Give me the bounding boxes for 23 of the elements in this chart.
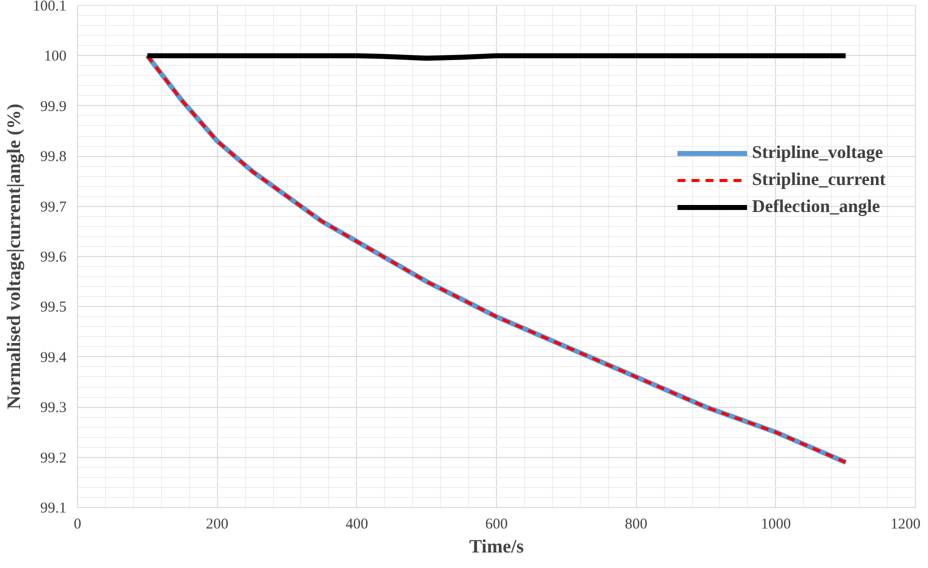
- x-axis-title: Time/s: [469, 536, 524, 558]
- y-tick-label: 99.6: [40, 250, 67, 266]
- x-tick-label: 800: [624, 516, 648, 532]
- y-tick-label: 99.8: [40, 149, 66, 166]
- y-tick-label: 99.7: [40, 199, 67, 216]
- legend-label: Stripline_voltage: [752, 142, 883, 163]
- x-tick-label: 400: [346, 516, 368, 532]
- y-tick-label: 99.2: [40, 450, 66, 466]
- y-tick-label: 99.1: [40, 500, 66, 516]
- x-tick-label: 1000: [760, 516, 791, 532]
- legend-label: Deflection_angle: [752, 196, 880, 217]
- legend-label: Stripline_current: [752, 169, 886, 190]
- y-tick-label: 99.9: [40, 98, 66, 115]
- x-tick-label: 600: [485, 516, 508, 532]
- x-tick-label: 1200: [890, 516, 920, 532]
- x-tick-label: 200: [206, 516, 228, 532]
- x-tick-label: 0: [74, 516, 82, 532]
- y-tick-label: 99.5: [40, 300, 66, 316]
- y-tick-label: 99.3: [40, 400, 66, 416]
- y-tick-label: 100.1: [32, 0, 66, 14]
- y-axis-title: Normalised voltage|current|angle (%): [4, 104, 25, 410]
- y-tick-label: 99.4: [40, 350, 67, 366]
- y-tick-label: 100: [44, 48, 66, 65]
